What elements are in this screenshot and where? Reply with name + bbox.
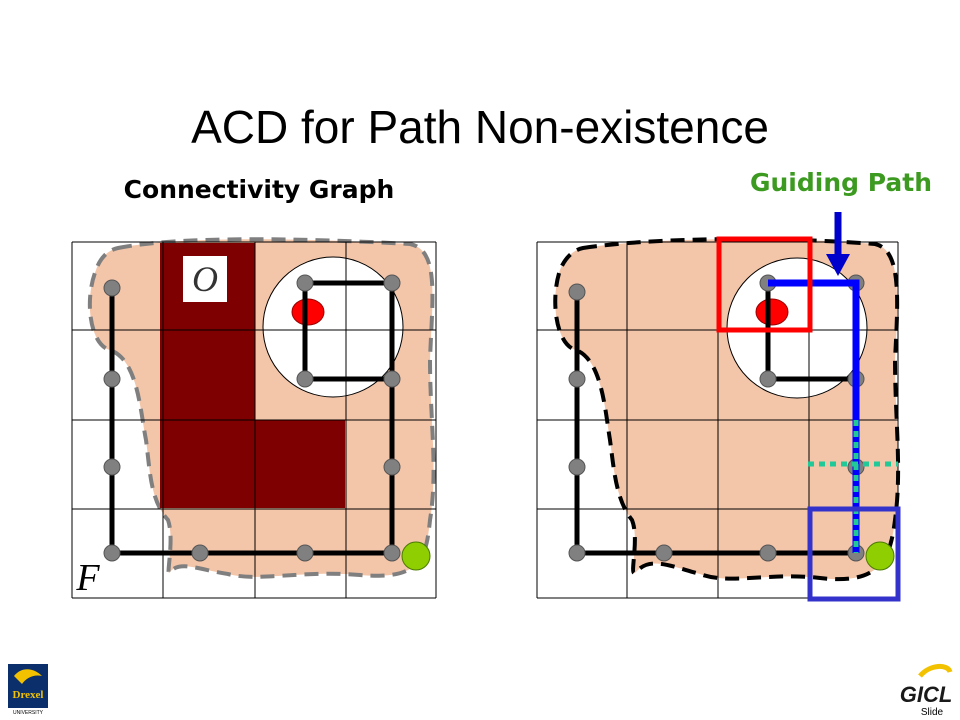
logo-swoosh — [918, 664, 953, 678]
grid — [71, 241, 437, 599]
drexel-logo: Drexel UNIVERSITY — [8, 664, 48, 716]
logo-subtext: UNIVERSITY — [13, 710, 44, 716]
slide-title: ACD for Path Non-existence — [191, 101, 769, 153]
goal — [401, 541, 431, 571]
obstacle-label-box — [183, 256, 227, 302]
left-diagram: O F — [71, 237, 437, 599]
robot-start — [755, 298, 789, 326]
logo-dragon — [14, 669, 42, 684]
free-space-label: F — [75, 557, 100, 599]
gicl-logo: GICL Slide — [900, 664, 953, 718]
circle-region — [262, 256, 404, 398]
logo-text: Drexel — [13, 689, 44, 701]
graph-nodes — [568, 274, 865, 562]
obstacle-label: O — [192, 259, 218, 299]
slide-label: Slide — [921, 707, 944, 718]
start-cell-box — [716, 236, 813, 333]
obstacle — [160, 243, 345, 508]
goal — [865, 541, 895, 571]
graph-nodes — [103, 274, 401, 562]
panel-label: Guiding Path — [750, 168, 932, 197]
right-diagram — [536, 212, 901, 602]
robot-start — [291, 298, 325, 326]
panel-label: Connectivity Graph — [124, 175, 395, 204]
logo-text: GICL — [900, 682, 953, 707]
arrow-head — [826, 254, 850, 276]
split-lines — [808, 420, 898, 553]
goal-cell-box — [807, 506, 901, 602]
